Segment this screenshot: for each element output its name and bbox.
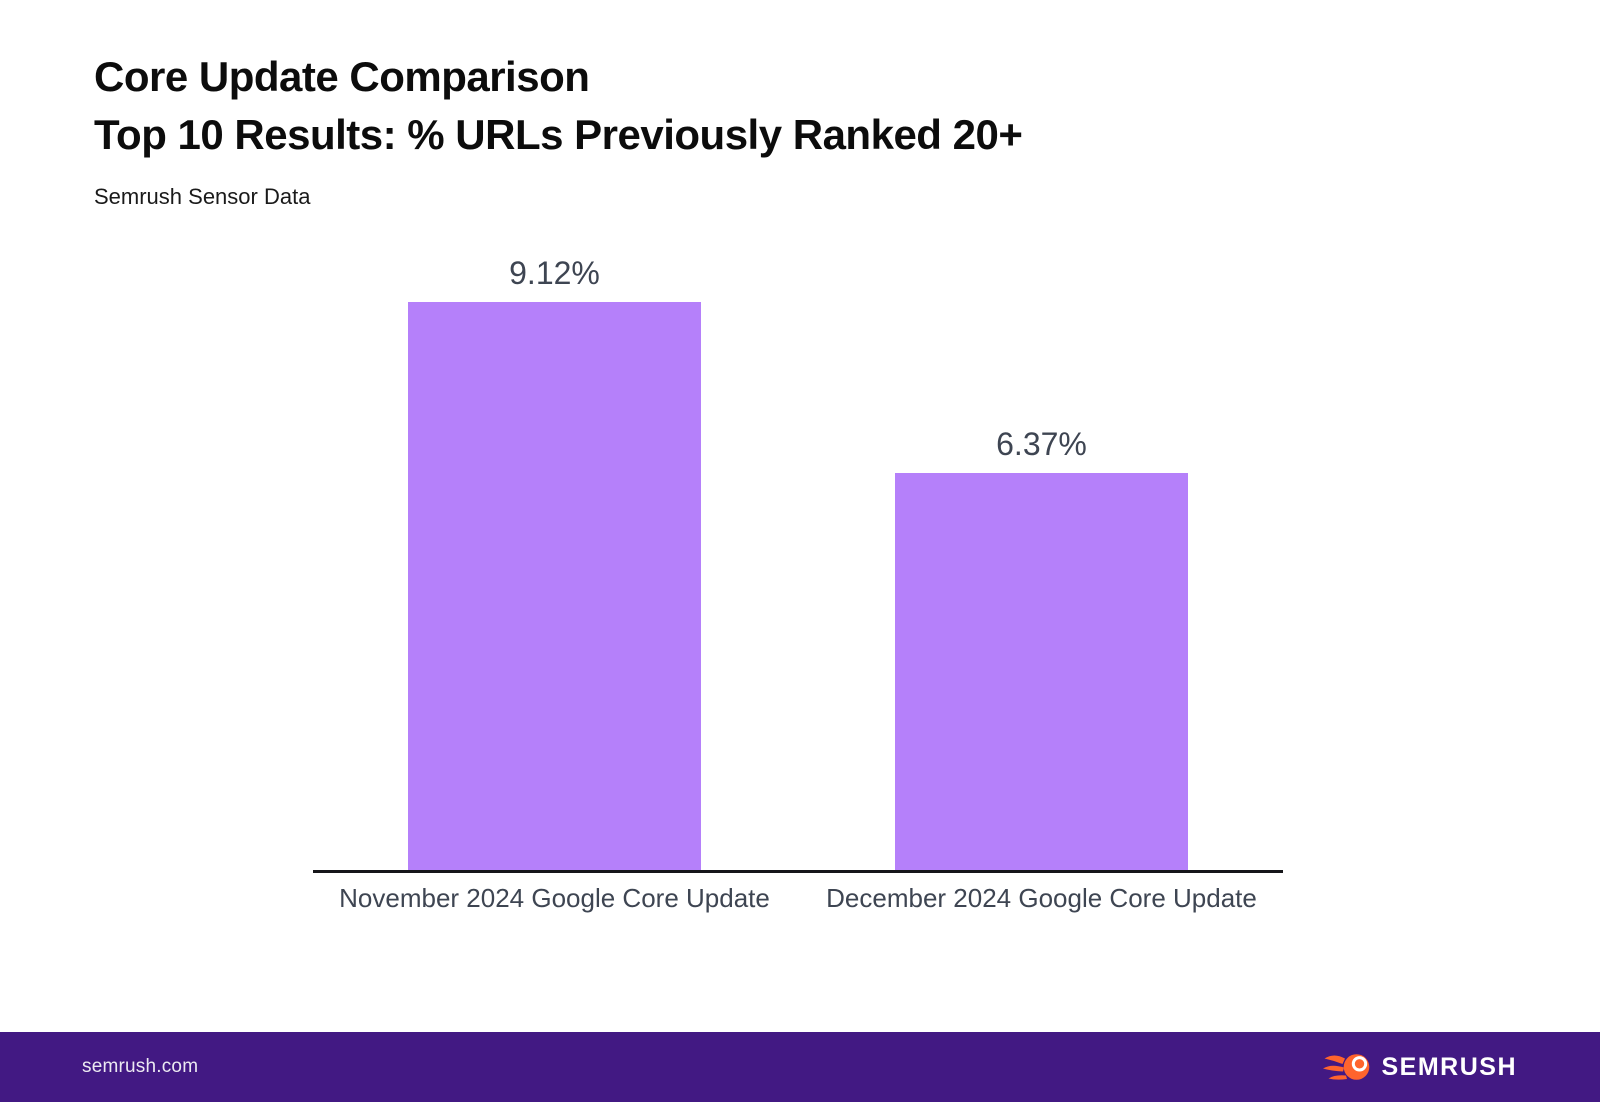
semrush-wordmark: SEMRUSH bbox=[1381, 1052, 1517, 1081]
chart-title-line-1: Core Update Comparison bbox=[94, 53, 590, 100]
bar-group-november: 9.12% November 2024 Google Core Update bbox=[339, 254, 770, 913]
bar-november bbox=[408, 302, 701, 870]
bar-december bbox=[895, 473, 1188, 870]
footer-site-url: semrush.com bbox=[82, 1056, 199, 1077]
chart-title-line-2: Top 10 Results: % URLs Previously Ranked… bbox=[94, 111, 1023, 158]
x-axis-label-november: November 2024 Google Core Update bbox=[339, 883, 770, 913]
bar-group-december: 6.37% December 2024 Google Core Update bbox=[826, 425, 1257, 913]
footer-bar: semrush.com SEMRUSH bbox=[0, 1032, 1600, 1102]
chart-header: Core Update Comparison Top 10 Results: %… bbox=[94, 48, 1023, 164]
chart-source-note: Semrush Sensor Data bbox=[94, 184, 311, 209]
bar-value-label-december: 6.37% bbox=[996, 426, 1087, 462]
bar-value-label-november: 9.12% bbox=[509, 255, 600, 291]
semrush-flame-ball-icon bbox=[1323, 1054, 1370, 1080]
x-axis-label-december: December 2024 Google Core Update bbox=[826, 883, 1257, 913]
bar-chart: 9.12% November 2024 Google Core Update 6… bbox=[313, 240, 1283, 913]
semrush-logo: SEMRUSH bbox=[1323, 1052, 1517, 1082]
